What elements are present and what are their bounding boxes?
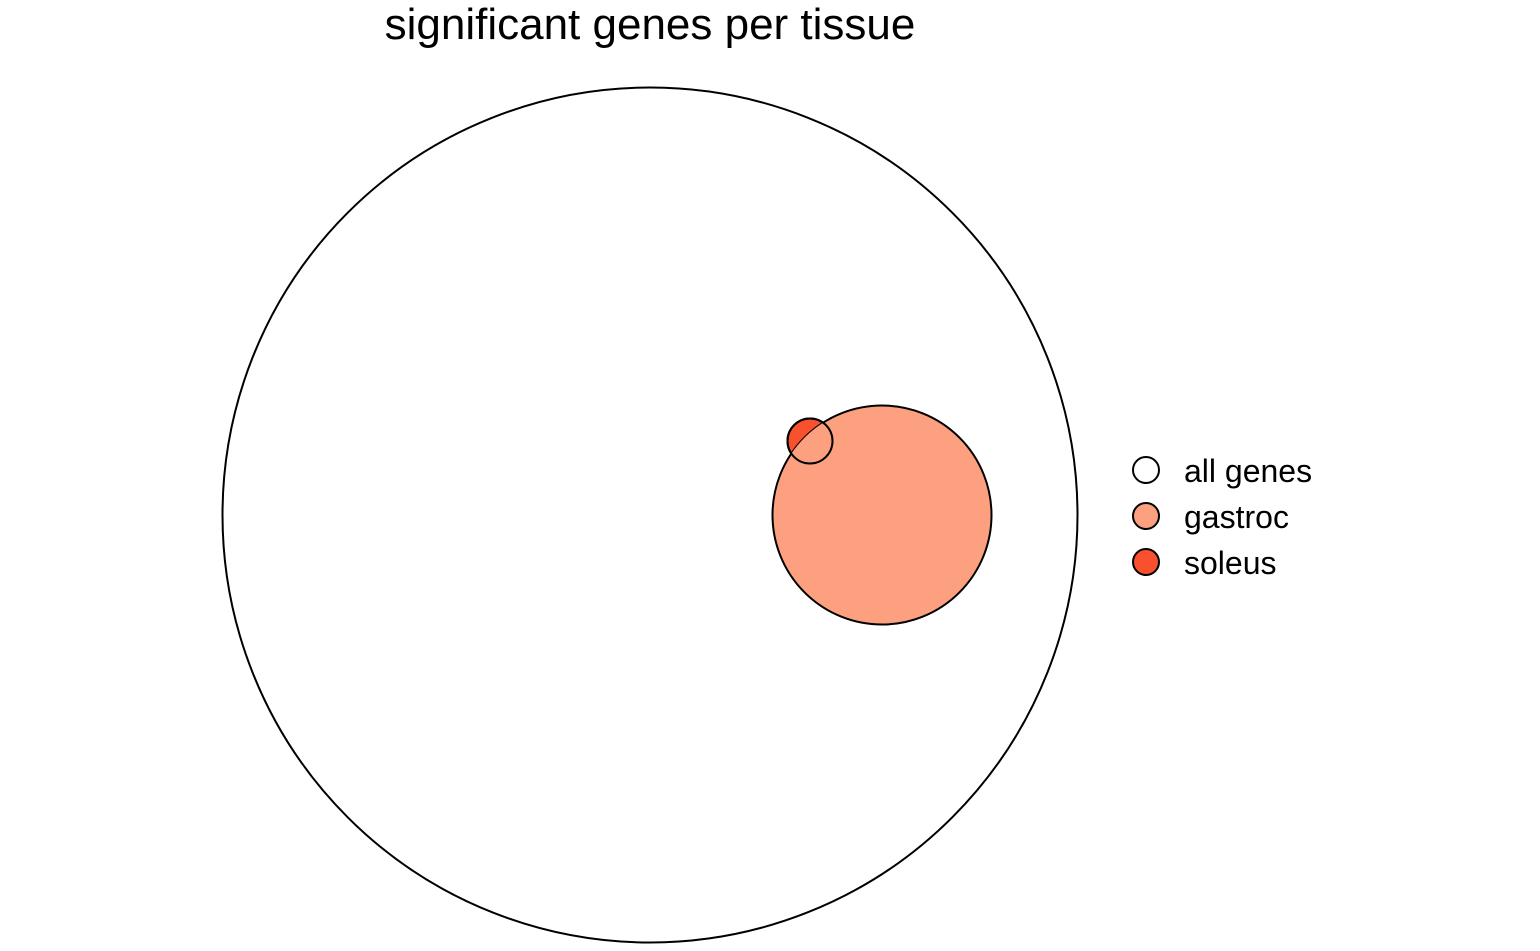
chart-title: significant genes per tissue — [385, 0, 916, 49]
legend-label-all-genes: all genes — [1184, 453, 1312, 489]
all-genes-circle — [221, 86, 1079, 944]
legend-item-all-genes: all genes — [1132, 453, 1312, 489]
legend-label-gastroc: gastroc — [1184, 499, 1289, 535]
gastroc-circle — [771, 404, 993, 626]
legend-swatch-gastroc — [1132, 502, 1160, 530]
legend-item-gastroc: gastroc — [1132, 499, 1289, 535]
legend-label-soleus: soleus — [1184, 545, 1277, 581]
soleus-outline — [786, 417, 834, 465]
legend: all genes gastroc soleus — [1132, 453, 1312, 581]
legend-item-soleus: soleus — [1132, 545, 1277, 581]
legend-swatch-soleus — [1132, 548, 1160, 576]
legend-swatch-all-genes — [1132, 456, 1160, 484]
